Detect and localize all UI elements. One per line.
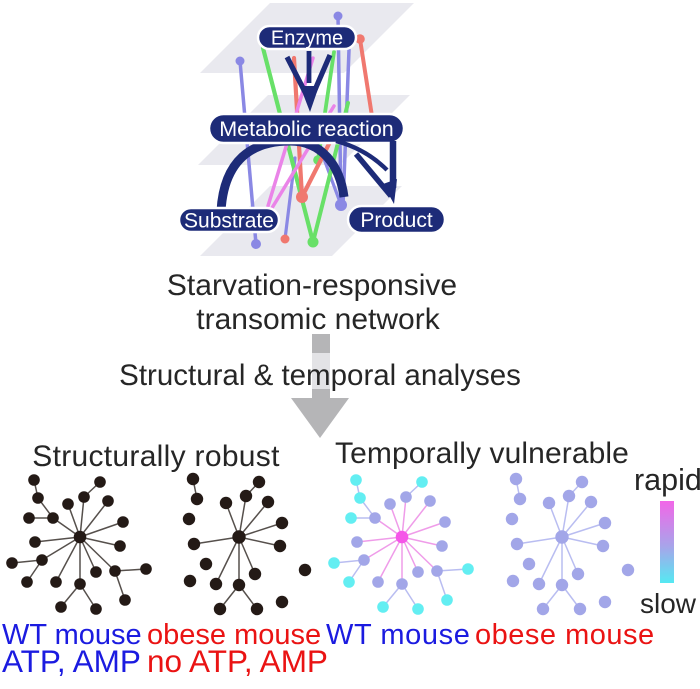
svg-text:rapid: rapid [634, 463, 700, 497]
svg-text:no ATP, AMP: no ATP, AMP [147, 643, 328, 679]
svg-text:Product: Product [360, 209, 433, 232]
svg-text:ATP, AMP: ATP, AMP [2, 643, 141, 679]
svg-text:obese mouse: obese mouse [147, 619, 321, 651]
svg-text:WT mouse: WT mouse [326, 619, 470, 651]
svg-text:Substrate: Substrate [184, 209, 274, 232]
svg-text:obese mouse: obese mouse [475, 619, 655, 651]
svg-text:transomic network: transomic network [196, 303, 440, 336]
svg-text:WT mouse: WT mouse [2, 619, 142, 651]
svg-text:slow: slow [640, 588, 697, 619]
svg-text:Structural & temporal analyses: Structural & temporal analyses [119, 359, 521, 392]
svg-text:Enzyme: Enzyme [271, 28, 343, 50]
svg-text:Metabolic reaction: Metabolic reaction [219, 117, 393, 141]
svg-text:Temporally vulnerable: Temporally vulnerable [335, 437, 629, 470]
svg-text:Starvation-responsive: Starvation-responsive [167, 269, 457, 302]
svg-text:Structurally robust: Structurally robust [32, 440, 280, 473]
